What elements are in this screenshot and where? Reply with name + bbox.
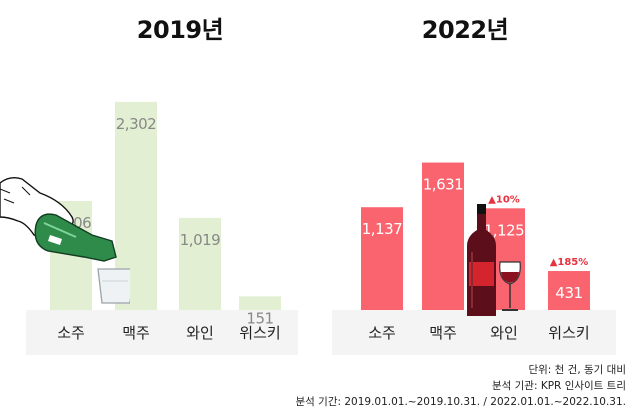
category-label: 소주 [368,324,396,342]
wine-bottle-icon [467,204,496,316]
value-label: 1,631 [423,176,463,194]
period-note: 분석 기간: 2019.01.01.~2019.10.31. / 2022.01… [295,396,627,408]
value-label: 151 [246,309,273,327]
wine-illustration [467,204,521,316]
value-label: 1,125 [484,221,524,239]
category-label: 와인 [490,324,518,342]
growth-annotation: ▲10% [488,194,520,205]
chart-notes: 단위: 천 건, 동기 대비 분석 기관: KPR 인사이트 트리 분석 기간:… [296,362,627,410]
chart-2022: 1,137 1,631 1,125 431 소주 맥주 와인 위스키 ▲10% ▲185% [332,60,622,355]
source-note: 분석 기관: KPR 인사이트 트리 [491,380,626,392]
category-label: 위스키 [548,324,589,342]
category-label: 위스키 [239,324,280,342]
soju-bottle-icon [34,213,117,262]
shot-glass-icon [97,268,130,304]
category-label: 와인 [186,324,214,342]
value-label: 2,302 [116,115,156,133]
category-band [332,310,616,355]
bar [361,207,403,310]
bar [548,271,590,310]
wine-glass-icon [499,261,521,311]
category-label: 맥주 [122,324,150,342]
value-label: 1,137 [362,220,402,238]
value-label: 1,019 [180,231,220,249]
value-label: 431 [555,284,582,302]
bar [179,217,221,310]
bar [422,162,464,310]
unit-note: 단위: 천 건, 동기 대비 [528,364,626,376]
bar [239,296,281,310]
chart-title-2022: 2022년 [421,16,509,44]
chart-title-2019: 2019년 [136,16,224,44]
growth-annotation: ▲185% [550,257,589,268]
category-label: 소주 [57,324,85,342]
category-label: 맥주 [429,324,457,342]
category-band [26,310,298,355]
soju-pour-illustration [0,176,130,304]
